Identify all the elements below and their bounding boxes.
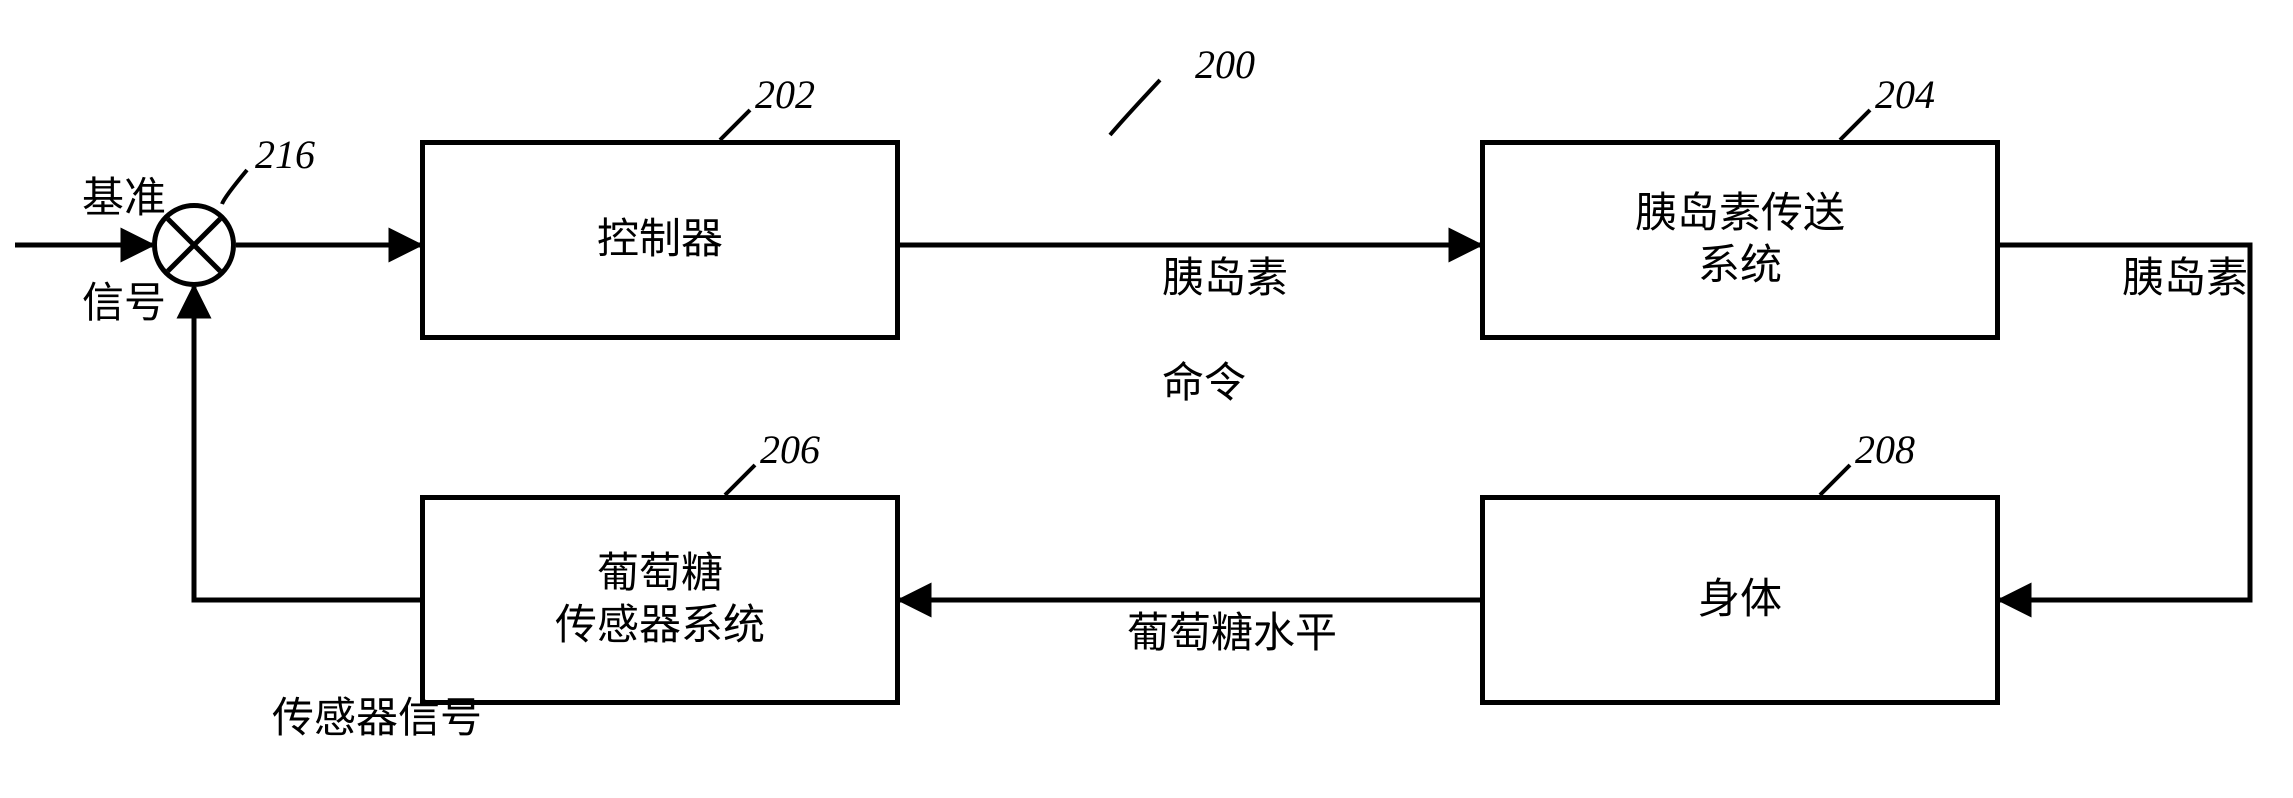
ref-tick	[1840, 110, 1870, 140]
reference-line2: 信号	[82, 281, 166, 327]
sensor-label-line1: 葡萄糖	[597, 548, 723, 601]
delivery-system-block: 胰岛素传送 系统	[1480, 140, 2000, 340]
controller-label: 控制器	[597, 214, 723, 267]
diagram-canvas: 控制器 胰岛素传送 系统 葡萄糖 传感器系统 身体 200 216 202 20…	[0, 0, 2293, 769]
ref-tick	[720, 110, 750, 140]
controller-block: 控制器	[420, 140, 900, 340]
insulin-cmd-line1: 胰岛素	[1162, 256, 1288, 302]
insulin-cmd-line2: 命令	[1162, 361, 1246, 407]
edge-sensor-to-sum	[194, 287, 420, 600]
ref-204: 204	[1875, 70, 1935, 120]
ref-tick	[725, 465, 755, 495]
glucose-line1: 葡萄糖水平	[1127, 611, 1337, 657]
ref-206: 206	[760, 425, 820, 475]
ref-tick	[222, 170, 247, 204]
delivery-label-line2: 系统	[1698, 240, 1782, 293]
sensor-signal-line1: 传感器信号	[272, 696, 482, 742]
sensor-system-block: 葡萄糖 传感器系统	[420, 495, 900, 705]
body-block: 身体	[1480, 495, 2000, 705]
ref-202: 202	[755, 70, 815, 120]
sensor-label-line2: 传感器系统	[555, 600, 765, 653]
sensor-signal-label: 传感器信号	[230, 640, 482, 798]
insulin-label: 胰岛素	[2080, 200, 2248, 358]
body-label: 身体	[1698, 574, 1782, 627]
insulin-line1: 胰岛素	[2122, 256, 2248, 302]
glucose-level-label: 葡萄糖水平	[1085, 555, 1337, 713]
ref-208: 208	[1855, 425, 1915, 475]
reference-line1: 基准	[82, 176, 166, 222]
ref-200: 200	[1195, 40, 1255, 90]
reference-signal-label: 基准 信号	[40, 120, 166, 383]
ref-tick	[1110, 80, 1160, 135]
ref-216: 216	[255, 130, 315, 180]
ref-tick	[1820, 465, 1850, 495]
delivery-label-line1: 胰岛素传送	[1635, 188, 1845, 241]
insulin-command-label: 胰岛素 命令	[1120, 200, 1288, 463]
